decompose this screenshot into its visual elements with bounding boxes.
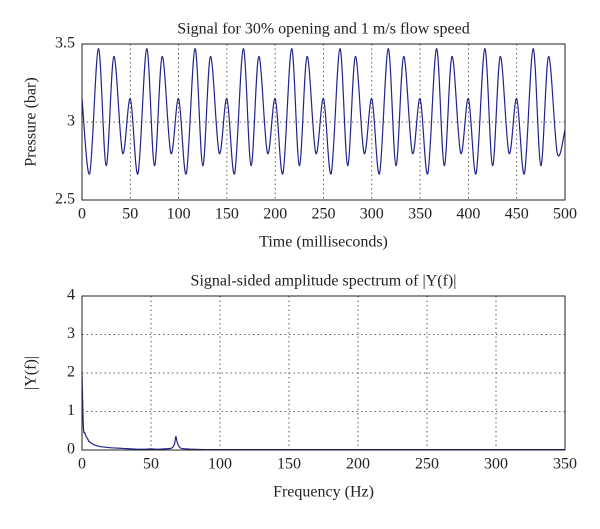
chart-title: Signal-sided amplitude spectrum of |Y(f)…: [191, 273, 457, 290]
plot-frame: [81, 43, 566, 201]
plot-frame: [81, 295, 566, 451]
y-tick-label: 4: [67, 287, 75, 304]
x-tick-label: 350: [408, 206, 432, 223]
x-tick-label: 300: [360, 206, 384, 223]
y-tick-label: 3: [67, 113, 75, 130]
x-axis-label: Time (milliseconds): [259, 234, 388, 251]
x-tick-label: 0: [78, 456, 86, 473]
y-tick-label: 1: [67, 402, 75, 419]
y-tick-label: 3.5: [55, 35, 75, 52]
data-line: [81, 48, 566, 175]
chart-title: Signal for 30% opening and 1 m/s flow sp…: [177, 21, 469, 38]
x-tick-label: 250: [415, 456, 439, 473]
x-tick-label: 250: [312, 206, 336, 223]
x-tick-label: 450: [505, 206, 529, 223]
x-tick-label: 100: [208, 456, 232, 473]
x-tick-label: 350: [553, 456, 577, 473]
x-tick-label: 150: [215, 206, 239, 223]
x-tick-label: 300: [484, 456, 508, 473]
x-tick-label: 0: [78, 206, 86, 223]
x-tick-label: 200: [263, 206, 287, 223]
x-tick-label: 50: [122, 206, 138, 223]
y-axis-label: |Y(f)|: [23, 356, 40, 390]
x-tick-label: 400: [456, 206, 480, 223]
y-tick-label: 2.5: [55, 191, 75, 208]
x-tick-label: 150: [277, 456, 301, 473]
x-tick-label: 50: [143, 456, 159, 473]
y-axis-label: Pressure (bar): [23, 77, 40, 166]
x-tick-label: 200: [346, 456, 370, 473]
y-tick-label: 0: [67, 441, 75, 458]
x-tick-label: 500: [553, 206, 577, 223]
x-axis-label: Frequency (Hz): [273, 484, 374, 501]
y-tick-label: 2: [67, 364, 75, 381]
y-tick-label: 3: [67, 325, 75, 342]
x-tick-label: 100: [167, 206, 191, 223]
